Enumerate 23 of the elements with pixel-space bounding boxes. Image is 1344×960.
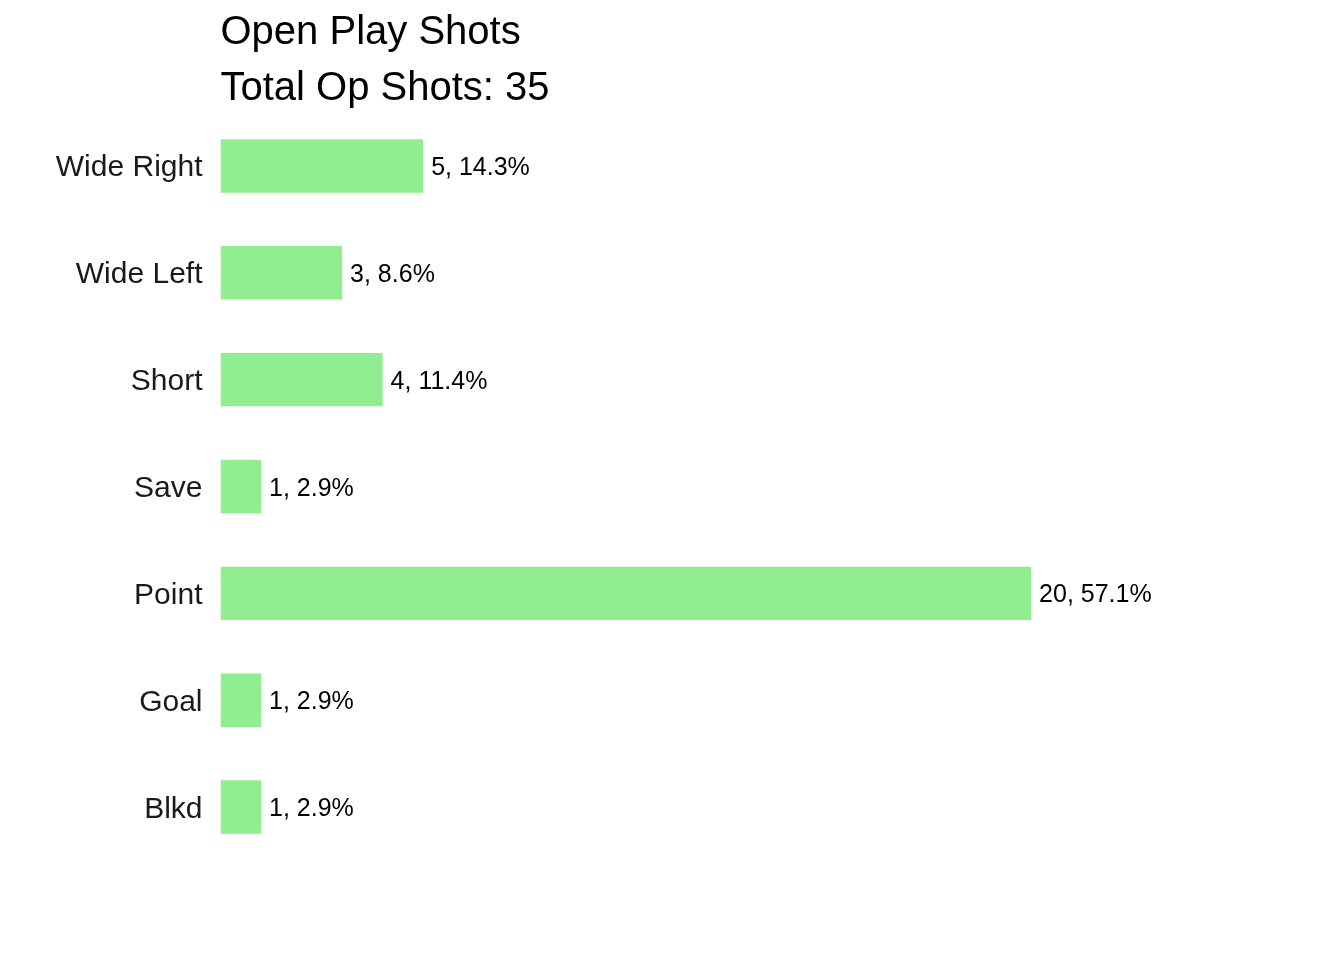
y-tick-label: Short <box>130 363 204 397</box>
data-label: 20, 57.1% <box>1039 579 1152 608</box>
data-label: 1, 2.9% <box>269 472 354 501</box>
y-tick-label: Save <box>134 470 203 503</box>
bar <box>220 246 343 300</box>
bar <box>220 673 262 727</box>
y-tick-label: Wide Right <box>55 149 204 183</box>
bar <box>220 566 1032 621</box>
y-tick-label: Blkd <box>144 790 203 824</box>
y-tick-label: Goal <box>139 683 203 717</box>
bar <box>220 459 262 514</box>
data-label: 3, 8.6% <box>350 258 435 287</box>
y-tick-label: Point <box>134 576 204 610</box>
bar <box>220 780 262 834</box>
data-label: 1, 2.9% <box>269 793 354 822</box>
chart-title: Open Play Shots <box>220 7 521 52</box>
chart-subtitle: Total Op Shots: 35 <box>220 63 550 108</box>
bar <box>220 139 424 193</box>
data-label: 5, 14.3% <box>431 151 530 180</box>
y-tick-label: Wide Left <box>75 256 204 290</box>
data-label: 4, 11.4% <box>390 365 488 394</box>
data-label: 1, 2.9% <box>269 686 354 715</box>
bar <box>220 352 383 407</box>
